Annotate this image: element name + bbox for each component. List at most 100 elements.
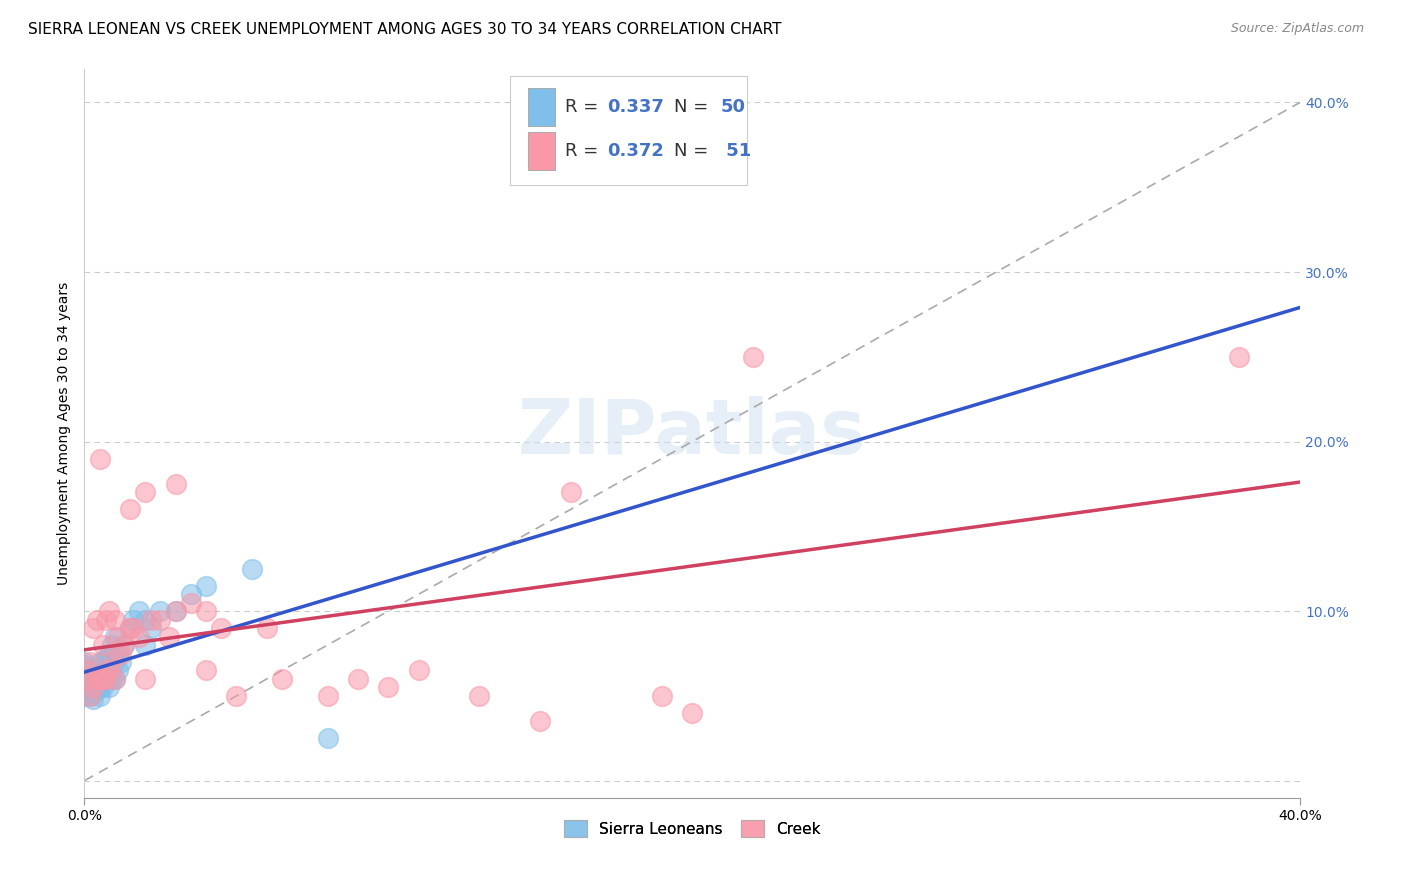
- Legend: Sierra Leoneans, Creek: Sierra Leoneans, Creek: [557, 813, 828, 845]
- Point: [107, 630, 129, 644]
- Point: [110, 655, 132, 669]
- Point: [82, 692, 104, 706]
- Text: N =: N =: [673, 98, 714, 116]
- Point: [560, 485, 582, 500]
- Point: [79, 655, 101, 669]
- Point: [165, 477, 187, 491]
- Point: [97, 647, 120, 661]
- Point: [91, 655, 114, 669]
- Point: [742, 350, 765, 364]
- Point: [271, 672, 294, 686]
- Text: 0.337: 0.337: [607, 98, 664, 116]
- Point: [82, 685, 104, 699]
- Point: [89, 672, 111, 686]
- Point: [79, 672, 101, 686]
- Point: [377, 681, 399, 695]
- Point: [256, 621, 278, 635]
- Point: [91, 672, 114, 686]
- Point: [112, 638, 135, 652]
- Point: [100, 672, 122, 686]
- Point: [86, 681, 108, 695]
- Point: [1227, 350, 1250, 364]
- Point: [104, 672, 127, 686]
- Text: 0.372: 0.372: [607, 142, 664, 160]
- Text: R =: R =: [565, 98, 603, 116]
- Point: [141, 613, 163, 627]
- Point: [165, 604, 187, 618]
- Point: [128, 630, 150, 644]
- Point: [82, 621, 104, 635]
- Point: [159, 630, 181, 644]
- Point: [118, 502, 141, 516]
- Point: [240, 562, 263, 576]
- Text: SIERRA LEONEAN VS CREEK UNEMPLOYMENT AMONG AGES 30 TO 34 YEARS CORRELATION CHART: SIERRA LEONEAN VS CREEK UNEMPLOYMENT AMO…: [28, 22, 782, 37]
- Text: 51: 51: [720, 142, 751, 160]
- Point: [122, 613, 145, 627]
- Point: [104, 655, 127, 669]
- Point: [97, 604, 120, 618]
- Point: [112, 638, 135, 652]
- Point: [194, 579, 217, 593]
- Point: [104, 613, 127, 627]
- Point: [94, 613, 117, 627]
- Point: [76, 664, 98, 678]
- Point: [97, 681, 120, 695]
- Point: [89, 681, 111, 695]
- Point: [134, 485, 156, 500]
- Point: [79, 689, 101, 703]
- Point: [104, 630, 127, 644]
- Point: [82, 675, 104, 690]
- Point: [73, 681, 96, 695]
- Text: 50: 50: [720, 98, 745, 116]
- Point: [107, 647, 129, 661]
- Point: [86, 613, 108, 627]
- Point: [165, 604, 187, 618]
- Point: [122, 621, 145, 635]
- Point: [529, 714, 551, 729]
- Point: [82, 681, 104, 695]
- Point: [134, 613, 156, 627]
- FancyBboxPatch shape: [529, 132, 555, 169]
- Point: [73, 672, 96, 686]
- Point: [91, 664, 114, 678]
- Point: [316, 689, 339, 703]
- Point: [134, 672, 156, 686]
- Point: [180, 596, 202, 610]
- Point: [118, 621, 141, 635]
- Point: [468, 689, 491, 703]
- Point: [82, 664, 104, 678]
- Point: [118, 621, 141, 635]
- Point: [180, 587, 202, 601]
- Point: [194, 664, 217, 678]
- Point: [89, 655, 111, 669]
- Point: [408, 664, 430, 678]
- Point: [100, 638, 122, 652]
- Point: [73, 664, 96, 678]
- Point: [73, 655, 96, 669]
- Point: [651, 689, 673, 703]
- Point: [91, 638, 114, 652]
- Point: [76, 672, 98, 686]
- Point: [100, 655, 122, 669]
- Text: R =: R =: [565, 142, 603, 160]
- Point: [73, 658, 96, 673]
- Point: [89, 451, 111, 466]
- Point: [149, 613, 172, 627]
- Point: [141, 621, 163, 635]
- Point: [94, 672, 117, 686]
- Point: [94, 651, 117, 665]
- Point: [89, 689, 111, 703]
- Point: [107, 664, 129, 678]
- Point: [209, 621, 232, 635]
- Point: [149, 604, 172, 618]
- Point: [225, 689, 247, 703]
- FancyBboxPatch shape: [510, 76, 747, 186]
- Point: [104, 672, 127, 686]
- Point: [73, 672, 96, 686]
- Point: [79, 689, 101, 703]
- Point: [79, 681, 101, 695]
- Y-axis label: Unemployment Among Ages 30 to 34 years: Unemployment Among Ages 30 to 34 years: [58, 282, 72, 585]
- Point: [128, 604, 150, 618]
- Point: [86, 668, 108, 682]
- Point: [73, 668, 96, 682]
